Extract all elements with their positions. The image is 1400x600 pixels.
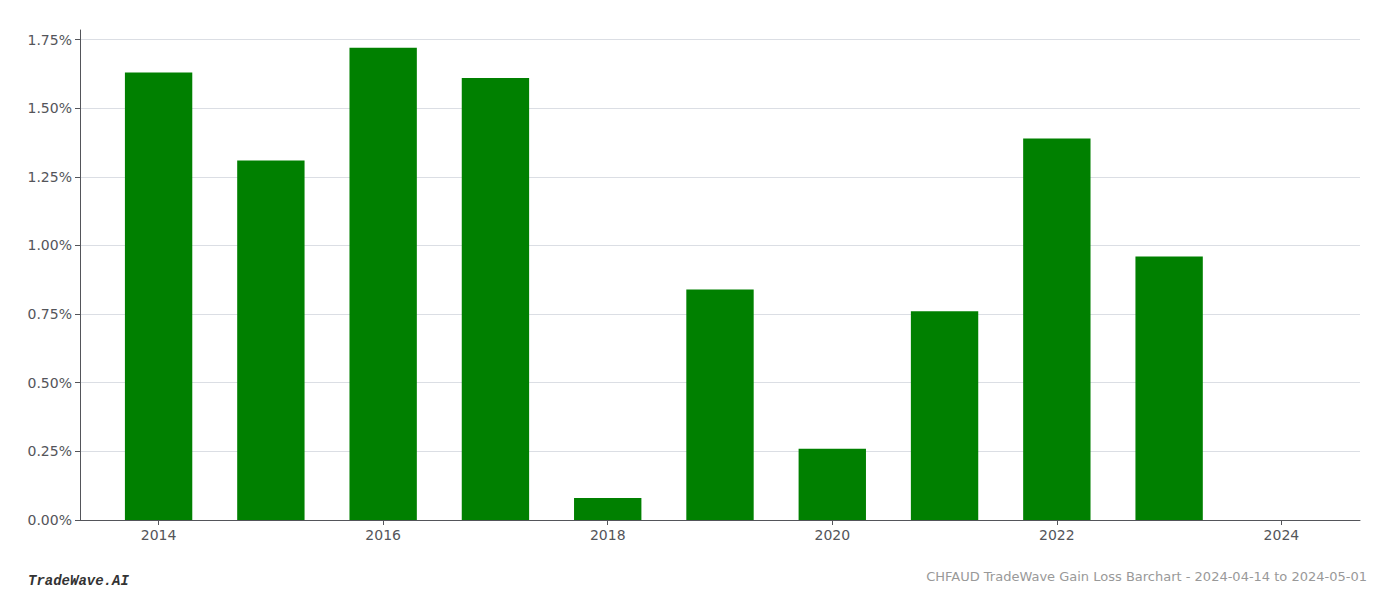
svg-text:2016: 2016: [365, 527, 401, 543]
svg-text:1.75%: 1.75%: [28, 32, 72, 48]
svg-text:2014: 2014: [141, 527, 177, 543]
svg-text:CHFAUD TradeWave Gain Loss Bar: CHFAUD TradeWave Gain Loss Barchart - 20…: [926, 569, 1367, 584]
svg-text:0.75%: 0.75%: [28, 306, 72, 322]
svg-text:1.25%: 1.25%: [28, 169, 72, 185]
svg-text:0.00%: 0.00%: [28, 512, 72, 528]
svg-text:2022: 2022: [1039, 527, 1075, 543]
svg-text:0.25%: 0.25%: [28, 443, 72, 459]
svg-text:0.50%: 0.50%: [28, 375, 72, 391]
svg-text:2018: 2018: [590, 527, 626, 543]
svg-text:2024: 2024: [1264, 527, 1300, 543]
svg-text:2020: 2020: [814, 527, 850, 543]
svg-text:TradeWave.AI: TradeWave.AI: [28, 573, 129, 589]
svg-text:1.50%: 1.50%: [28, 100, 72, 116]
svg-text:1.00%: 1.00%: [28, 237, 72, 253]
